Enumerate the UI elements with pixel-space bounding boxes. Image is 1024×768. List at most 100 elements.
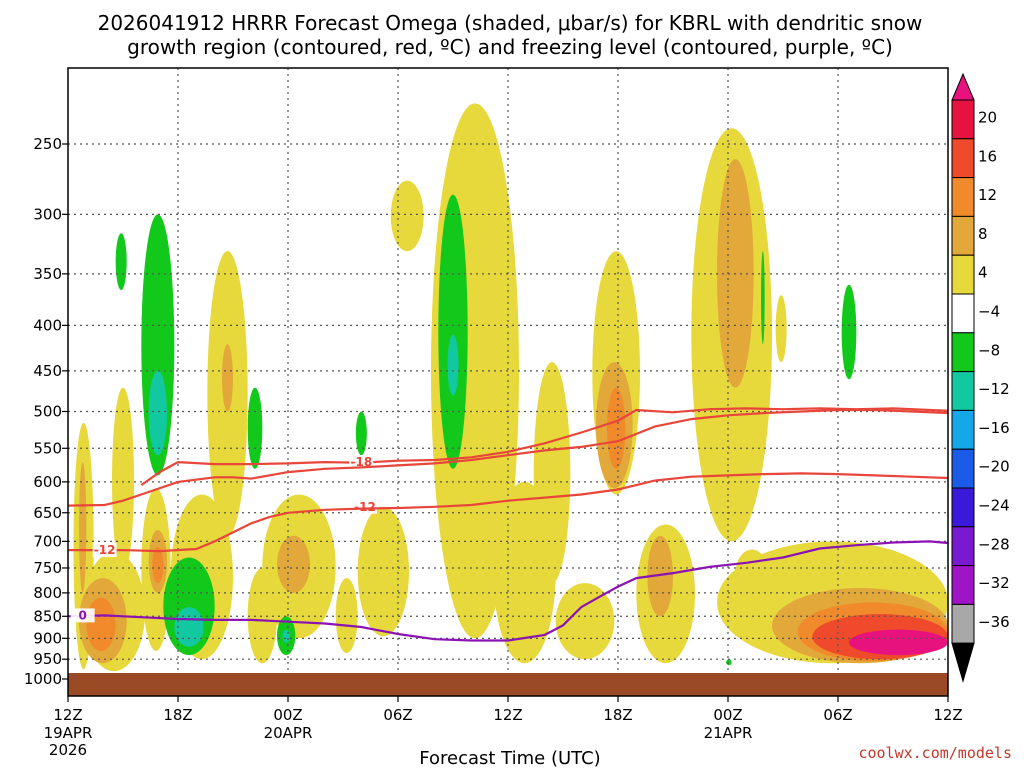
- omega-region-21: [79, 462, 87, 593]
- omega-region-24: [222, 344, 233, 412]
- colorbar: 20 16 12 8 4 −4 −8 −12 −16 −20 −24 −28 −32 −36: [951, 72, 1010, 683]
- colorbar-label-11: −28: [978, 535, 1010, 553]
- x-tick-label-1: 18Z: [163, 706, 192, 724]
- contour-label-0: -18: [350, 455, 372, 469]
- x-tick-year-0: 2026: [49, 741, 87, 759]
- omega-region-19: [775, 295, 787, 363]
- x-tick-date-0: 19APR: [44, 724, 93, 742]
- contour-line-1: [68, 408, 948, 507]
- colorbar-label-9: −20: [978, 458, 1010, 476]
- colorbar-segment-11: [951, 526, 975, 567]
- omega-region-8: [335, 578, 358, 654]
- colorbar-label-1: 16: [978, 147, 997, 165]
- x-axis-label: Forecast Time (UTC): [419, 748, 600, 768]
- x-tick-label-6: 00Z: [713, 706, 742, 724]
- omega-region-27: [647, 535, 674, 617]
- omega-region-41: [247, 387, 263, 469]
- omega-region-48: [841, 284, 857, 380]
- x-tick-label-5: 18Z: [603, 706, 632, 724]
- colorbar-segment-7: [951, 371, 975, 411]
- colorbar-label-6: −8: [978, 341, 1000, 359]
- omega-region-44: [355, 411, 367, 456]
- colorbar-segment-9: [951, 448, 975, 489]
- colorbar-segment-1: [951, 138, 975, 179]
- y-tick-label-0: 250: [33, 135, 62, 153]
- x-tick-label-7: 06Z: [823, 706, 852, 724]
- chart-title-line2: growth region (contoured, red, ºC) and f…: [127, 35, 893, 59]
- colorbar-segment-2: [951, 177, 975, 217]
- y-tick-label-15: 1000: [24, 670, 62, 688]
- contour-label-1: -12: [354, 500, 376, 514]
- y-axis: 250 300 350 400 450 500 550 600 650 700 750 800 850 9…: [24, 135, 68, 688]
- colorbar-segment-12: [951, 565, 975, 605]
- y-tick-label-6: 550: [33, 439, 62, 457]
- contour-label-2: -12: [94, 543, 116, 557]
- omega-region-38: [148, 370, 167, 456]
- contour-label-bg-1: [353, 499, 377, 514]
- contour-label-3: 0: [78, 608, 86, 622]
- x-tick-date-6: 21APR: [704, 724, 753, 742]
- chart-title-line1: 2026041912 HRRR Forecast Omega (shaded, …: [98, 11, 923, 35]
- omega-region-46: [447, 334, 459, 396]
- y-tick-label-9: 700: [33, 532, 62, 550]
- colorbar-label-8: −16: [978, 419, 1010, 437]
- x-tick-date-2: 20APR: [264, 724, 313, 742]
- y-tick-label-7: 600: [33, 473, 62, 491]
- omega-region-30: [86, 597, 116, 651]
- colorbar-label-13: −36: [978, 613, 1010, 631]
- omega-region-31: [152, 546, 164, 584]
- colorbar-bottom-triangle: [951, 642, 975, 683]
- colorbar-segment-0: [951, 99, 975, 140]
- colorbar-top-triangle: [951, 72, 975, 101]
- omega-region-36: [115, 233, 127, 291]
- colorbar-label-2: 12: [978, 186, 997, 204]
- y-tick-label-13: 900: [33, 629, 62, 647]
- y-tick-label-12: 850: [33, 607, 62, 625]
- colorbar-label-7: −12: [978, 380, 1010, 398]
- omega-region-25: [277, 535, 310, 593]
- y-tick-label-2: 350: [33, 265, 62, 283]
- y-tick-label-3: 400: [33, 316, 62, 334]
- omega-region-14: [555, 583, 615, 660]
- colorbar-label-12: −32: [978, 574, 1010, 592]
- credit-text: coolwx.com/models: [858, 744, 1012, 762]
- colorbar-label-5: −4: [978, 302, 1000, 320]
- y-tick-label-4: 450: [33, 362, 62, 380]
- y-tick-label-8: 650: [33, 504, 62, 522]
- omega-region-35: [849, 629, 948, 656]
- x-tick-label-0: 12Z: [53, 706, 82, 724]
- omega-region-40: [174, 607, 204, 647]
- contour-label-bg-2: [92, 543, 117, 558]
- colorbar-segment-13: [951, 603, 975, 644]
- colorbar-segment-6: [951, 332, 975, 373]
- omega-region-47: [761, 251, 765, 345]
- colorbar-segment-4: [951, 254, 975, 295]
- omega-region-2: [112, 387, 134, 574]
- contour-line-2: [68, 472, 948, 553]
- ground-layer: [68, 673, 948, 696]
- omega-region-9: [357, 506, 410, 637]
- y-tick-label-14: 950: [33, 650, 62, 668]
- colorbar-segment-8: [951, 409, 975, 450]
- contour-line-3: [68, 540, 948, 642]
- y-tick-label-5: 500: [33, 403, 62, 421]
- plot-area: -18 -12 -12 0: [68, 68, 948, 696]
- omega-region-49: [726, 659, 732, 666]
- colorbar-label-0: 20: [978, 108, 997, 126]
- contour-label-bg-3: [70, 608, 95, 623]
- colorbar-label-10: −24: [978, 496, 1010, 514]
- colorbar-segment-10: [951, 487, 975, 528]
- omega-region-43: [282, 629, 290, 643]
- y-tick-label-10: 750: [33, 559, 62, 577]
- y-tick-label-11: 800: [33, 584, 62, 602]
- omega-region-10: [390, 180, 424, 252]
- x-tick-label-3: 06Z: [383, 706, 412, 724]
- colorbar-label-4: 4: [978, 264, 988, 282]
- colorbar-segment-5: [951, 293, 975, 334]
- omega-region-45: [438, 194, 468, 469]
- y-tick-label-1: 300: [33, 205, 62, 223]
- x-tick-label-4: 12Z: [493, 706, 522, 724]
- colorbar-label-3: 8: [978, 225, 988, 243]
